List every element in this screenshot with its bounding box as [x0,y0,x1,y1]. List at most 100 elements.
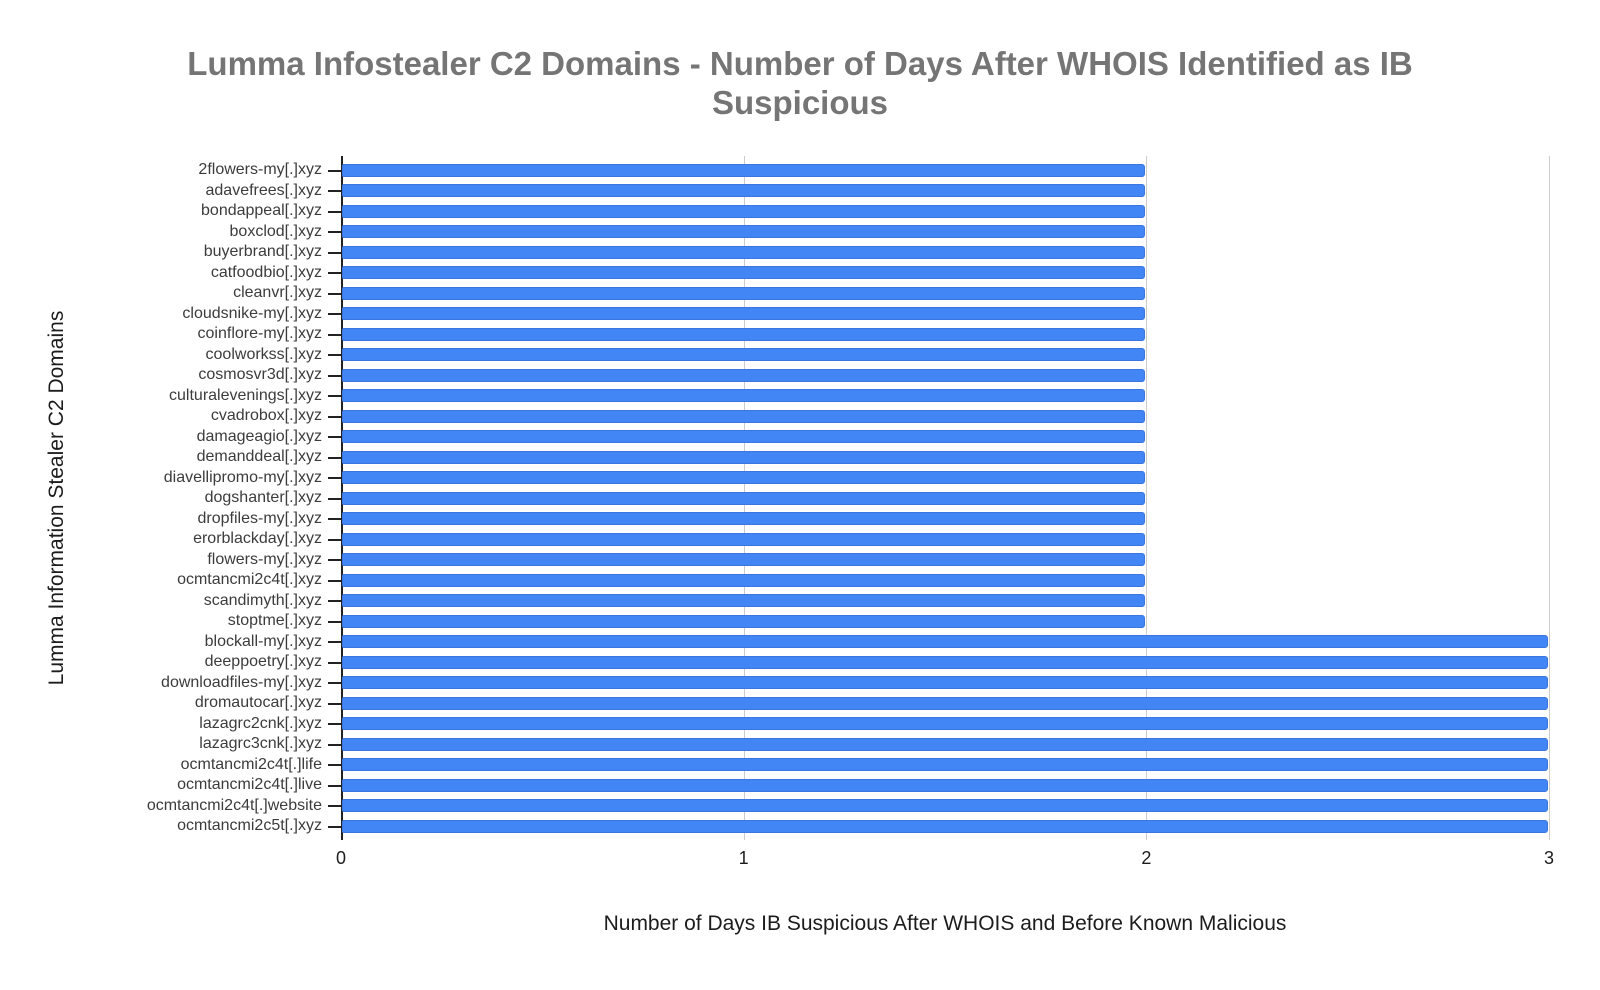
bar[interactable] [342,327,1146,341]
chart-row: demanddeal[.]xyz [0,447,1600,468]
chart-row: cleanvr[.]xyz [0,283,1600,304]
category-tick-mark [328,723,354,725]
category-tick-mark [328,415,354,418]
chart-row: 2flowers-my[.]xyz [0,160,1600,181]
bar[interactable] [342,368,1146,382]
chart-row: bondappeal[.]xyz [0,201,1600,222]
chart-row: damageagio[.]xyz [0,427,1600,448]
chart-title-line1: Lumma Infostealer C2 Domains - Number of… [187,45,1413,82]
bar[interactable] [342,512,1146,525]
bar[interactable] [342,450,1146,464]
category-label: coinflore-my[.]xyz [197,325,322,342]
category-tick-mark [328,825,354,828]
bar[interactable] [342,491,1146,505]
category-tick-mark [328,641,354,643]
chart-row: downloadfiles-my[.]xyz [0,673,1600,694]
category-label: ocmtancmi2c4t[.]website [146,796,322,814]
chart-title-line2: Suspicious [711,84,889,121]
bar[interactable] [342,635,1548,648]
category-label: deeppoetry[.]xyz [204,653,322,670]
bar[interactable] [342,696,1548,710]
bar[interactable] [342,471,1146,484]
bar[interactable] [342,778,1548,792]
chart-row: culturalevenings[.]xyz [0,386,1600,407]
chart-row: ocmtancmi2c4t[.]xyz [0,570,1600,591]
bar[interactable] [342,225,1146,238]
bar[interactable] [342,163,1146,177]
category-tick-mark [328,559,354,561]
bar[interactable] [342,717,1548,730]
category-tick-mark [328,292,354,295]
category-tick-mark [328,333,354,336]
bar[interactable] [342,614,1146,628]
chart-row: ocmtancmi2c4t[.]live [0,775,1600,796]
category-tick-mark [328,436,354,438]
category-label: bondappeal[.]xyz [201,202,322,219]
category-label: 2flowers-my[.]xyz [198,161,322,178]
category-tick-mark [328,354,354,356]
chart-row: flowers-my[.]xyz [0,550,1600,571]
category-label: stoptme[.]xyz [227,612,322,629]
bar[interactable] [342,532,1146,546]
bar[interactable] [342,758,1548,771]
x-tick-label: 0 [335,848,347,868]
category-label: ocmtancmi2c4t[.]life [180,755,322,773]
category-tick-mark [328,784,354,787]
bar[interactable] [342,430,1146,443]
category-tick-mark [328,661,354,664]
bar[interactable] [342,266,1146,279]
category-label: blockall-my[.]xyz [204,632,322,650]
category-label: adavefrees[.]xyz [205,181,323,199]
category-label: downloadfiles-my[.]xyz [161,673,322,691]
chart-row: lazagrc3cnk[.]xyz [0,734,1600,755]
category-label: demanddeal[.]xyz [196,448,322,465]
bar[interactable] [342,553,1146,566]
bar[interactable] [342,655,1548,669]
category-label: boxclod[.]xyz [229,222,322,240]
category-label: damageagio[.]xyz [196,427,322,445]
chart-row: scandimyth[.]xyz [0,591,1600,612]
bar[interactable] [342,676,1548,689]
category-tick-mark [328,456,354,459]
chart-row: erorblackday[.]xyz [0,529,1600,550]
bar[interactable] [342,204,1146,218]
category-tick-mark [328,805,354,807]
bar[interactable] [342,819,1548,833]
x-axis-title: Number of Days IB Suspicious After WHOIS… [603,912,1287,935]
category-label: cvadrobox[.]xyz [210,407,322,424]
chart-row: cosmosvr3d[.]xyz [0,365,1600,386]
category-label: ocmtancmi2c5t[.]xyz [177,817,322,834]
category-label: coolworkss[.]xyz [205,345,322,363]
category-label: ocmtancmi2c4t[.]xyz [177,571,322,588]
category-label: lazagrc2cnk[.]xyz [199,714,322,732]
chart-title: Lumma Infostealer C2 Domains - Number of… [0,44,1600,122]
bar[interactable] [342,573,1146,587]
category-tick-mark [328,313,354,315]
chart-row: dogshanter[.]xyz [0,488,1600,509]
chart-row: buyerbrand[.]xyz [0,242,1600,263]
chart-row: cloudsnike-my[.]xyz [0,304,1600,325]
chart-row: diavellipromo-my[.]xyz [0,468,1600,489]
chart-row: lazagrc2cnk[.]xyz [0,714,1600,735]
bar[interactable] [342,245,1146,259]
category-tick-mark [328,702,354,705]
category-label: erorblackday[.]xyz [193,530,322,547]
bar[interactable] [342,286,1146,300]
category-tick-mark [328,600,354,602]
bar[interactable] [342,184,1146,197]
bar[interactable] [342,737,1548,751]
chart-row: coinflore-my[.]xyz [0,324,1600,345]
chart-row: stoptme[.]xyz [0,611,1600,632]
chart-row: ocmtancmi2c5t[.]xyz [0,816,1600,837]
bar[interactable] [342,307,1146,320]
bar[interactable] [342,409,1146,423]
bar[interactable] [342,594,1146,607]
category-tick-mark [328,251,354,254]
chart-row: dropfiles-my[.]xyz [0,509,1600,530]
category-label: lazagrc3cnk[.]xyz [199,735,322,752]
category-label: buyerbrand[.]xyz [203,243,322,260]
bar[interactable] [342,348,1146,361]
category-tick-mark [328,579,354,582]
bar[interactable] [342,799,1548,812]
bar[interactable] [342,389,1146,402]
